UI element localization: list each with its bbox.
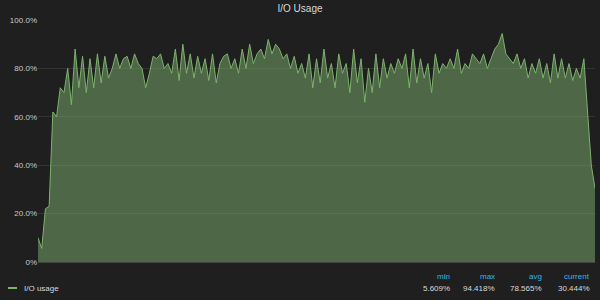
svg-text:5.609%: 5.609% xyxy=(423,284,450,293)
svg-text:78.565%: 78.565% xyxy=(510,284,542,293)
svg-text:0%: 0% xyxy=(25,258,37,267)
svg-text:min: min xyxy=(437,272,450,281)
svg-text:40.0%: 40.0% xyxy=(14,161,37,170)
svg-text:avg: avg xyxy=(529,272,542,281)
svg-text:20.0%: 20.0% xyxy=(14,209,37,218)
svg-text:max: max xyxy=(480,272,495,281)
svg-text:100.0%: 100.0% xyxy=(10,16,37,25)
svg-text:I/O Usage: I/O Usage xyxy=(277,3,322,14)
svg-text:I/O usage: I/O usage xyxy=(24,284,59,293)
svg-text:30.444%: 30.444% xyxy=(558,284,590,293)
svg-text:60.0%: 60.0% xyxy=(14,113,37,122)
svg-text:current: current xyxy=(564,272,590,281)
svg-text:94.418%: 94.418% xyxy=(463,284,495,293)
svg-text:80.0%: 80.0% xyxy=(14,64,37,73)
